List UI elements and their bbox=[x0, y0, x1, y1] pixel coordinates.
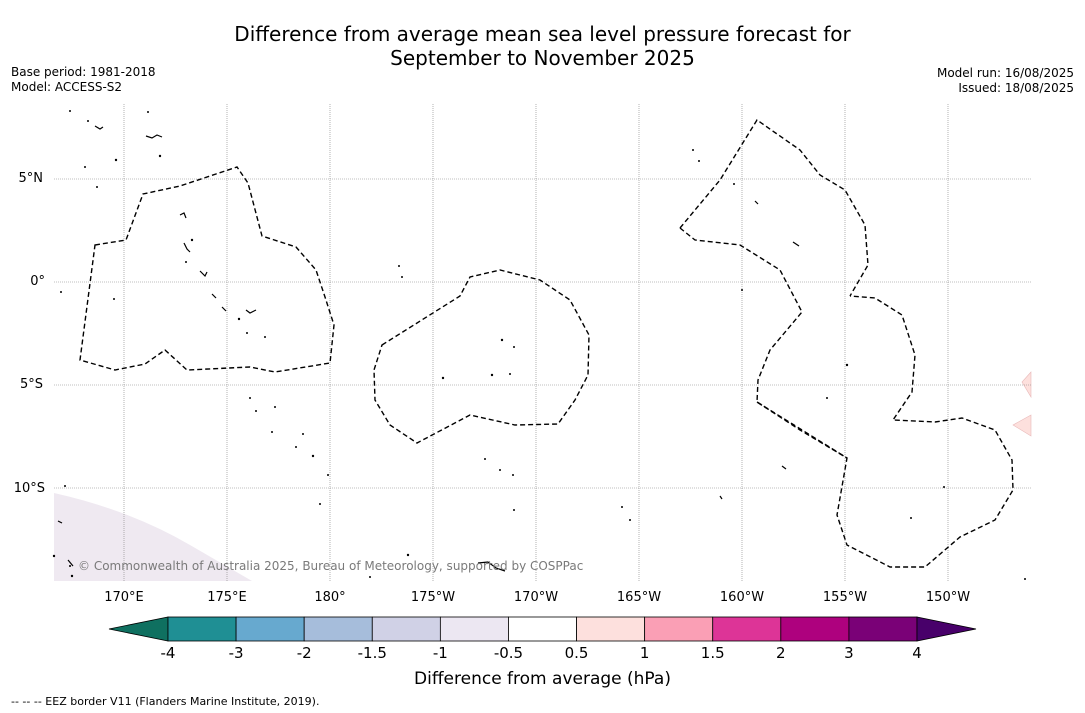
map-title: Difference from average mean sea level p… bbox=[0, 22, 1085, 70]
colorbar-segment bbox=[167, 616, 237, 642]
eez-border-east-north bbox=[679, 119, 869, 297]
lat-label-0: 0° bbox=[30, 274, 45, 289]
lat-label-5s: 5°S bbox=[19, 377, 43, 392]
colorbar-segment bbox=[780, 616, 850, 642]
colorbar-segment bbox=[712, 616, 782, 642]
colorbar-segment bbox=[644, 616, 714, 642]
colorbar-segments bbox=[167, 616, 918, 642]
lon-label-180: 180° bbox=[314, 590, 346, 605]
islands bbox=[57, 125, 800, 572]
lat-label-10s: 10°S bbox=[13, 481, 45, 496]
colorbar-segment bbox=[508, 616, 577, 642]
eez-footnote: -- -- -- EEZ border V11 (Flanders Marine… bbox=[11, 695, 320, 708]
colorbar-tick-label: -2 bbox=[296, 644, 312, 662]
eez-border-east-divider bbox=[756, 401, 848, 459]
meta-right: Model run: 16/08/2025 Issued: 18/08/2025 bbox=[937, 66, 1074, 96]
colorbar-tick-label: 4 bbox=[912, 644, 922, 662]
lon-label-165w: 165°W bbox=[616, 590, 662, 605]
base-period: Base period: 1981-2018 bbox=[11, 65, 156, 79]
lon-label-175w: 175°W bbox=[410, 590, 456, 605]
colorbar-tick-label: -3 bbox=[228, 644, 244, 662]
title-line-1: Difference from average mean sea level p… bbox=[234, 22, 851, 46]
colorbar-tick-label: -0.5 bbox=[493, 644, 524, 662]
negative-anomaly-shading bbox=[54, 493, 252, 581]
colorbar-high-extend bbox=[916, 616, 977, 642]
colorbar-tick-label: 3 bbox=[844, 644, 854, 662]
eez-border-central bbox=[373, 269, 590, 444]
colorbar-segment bbox=[303, 616, 373, 642]
colorbar-segment bbox=[439, 616, 509, 642]
title-line-2: September to November 2025 bbox=[390, 46, 695, 70]
lon-label-150w: 150°W bbox=[925, 590, 971, 605]
positive-anomaly-shading-north bbox=[1021, 371, 1032, 399]
colorbar-tick-label: -1 bbox=[432, 644, 448, 662]
lon-label-155w: 155°W bbox=[822, 590, 868, 605]
issued-date: Issued: 18/08/2025 bbox=[958, 81, 1074, 95]
colorbar-segment bbox=[371, 616, 441, 642]
copyright-notice: © Commonwealth of Australia 2025, Bureau… bbox=[78, 559, 584, 573]
lon-label-170e: 170°E bbox=[104, 590, 144, 605]
eez-border-west bbox=[79, 166, 335, 373]
colorbar-tick-label: 1 bbox=[639, 644, 650, 662]
lon-label-175e: 175°E bbox=[207, 590, 247, 605]
positive-anomaly-shading-south bbox=[1012, 414, 1032, 437]
grid-lines bbox=[54, 104, 1031, 581]
colorbar-low-extend bbox=[108, 616, 169, 642]
colorbar-title: Difference from average (hPa) bbox=[414, 669, 671, 689]
colorbar-tick-label: -1.5 bbox=[357, 644, 387, 662]
lat-label-5n: 5°N bbox=[18, 171, 44, 186]
eez-borders bbox=[79, 119, 1014, 568]
colorbar-tick-label: -4 bbox=[160, 644, 176, 662]
model-run: Model run: 16/08/2025 bbox=[936, 66, 1074, 80]
meta-left: Base period: 1981-2018 Model: ACCESS-S2 bbox=[11, 65, 156, 95]
colorbar-tick-label: 1.5 bbox=[700, 644, 725, 662]
colorbar-segment bbox=[576, 616, 646, 642]
colorbar-tick-label: 2 bbox=[776, 644, 786, 662]
lon-label-170w: 170°W bbox=[513, 590, 559, 605]
model-name: Model: ACCESS-S2 bbox=[11, 80, 123, 94]
colorbar-segment bbox=[235, 616, 305, 642]
island-dots bbox=[52, 110, 1026, 580]
lon-label-160w: 160°W bbox=[719, 590, 765, 605]
colorbar-segment bbox=[848, 616, 918, 642]
colorbar-tick-label: 0.5 bbox=[564, 644, 589, 662]
